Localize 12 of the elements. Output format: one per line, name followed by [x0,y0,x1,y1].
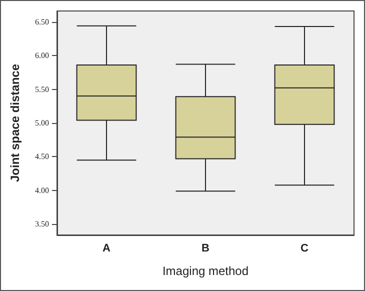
y-axis-title: Joint space distance [8,64,22,182]
y-tick-label: 4.00 [35,186,49,195]
x-axis-title: Imaging method [162,264,249,278]
x-tick-label: A [102,242,111,254]
y-tick-label: 6.50 [35,17,49,26]
y-tick-label: 3.50 [35,220,49,229]
x-tick-label: B [202,242,210,254]
y-tick-label: 4.50 [35,152,49,162]
y-tick-label: 5.00 [35,118,49,128]
x-tick-label: C [300,242,309,254]
y-tick-label: 5.50 [35,84,49,94]
y-tick-label: 6.00 [35,51,49,60]
